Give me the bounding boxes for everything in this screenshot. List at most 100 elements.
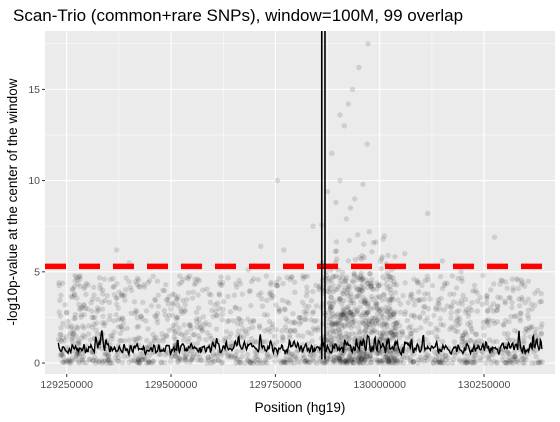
scatter-point [389,334,396,340]
scatter-point [498,277,504,283]
scatter-point [351,271,357,278]
scatter-point [165,301,172,307]
scatter-point [532,290,538,296]
scatter-point [416,314,423,320]
scatter-point [60,335,66,342]
scatter-point [367,353,374,359]
scatter-point [339,290,346,296]
scatter-point [287,357,293,363]
scatter-point [342,285,349,291]
scatter-point [421,296,427,303]
scatter-point [136,360,143,366]
scatter-point [486,322,492,328]
scatter-point [356,274,363,281]
scatter-point [484,308,491,315]
scatter-point [485,318,491,325]
scatter-point [157,351,164,358]
scatter-point [385,360,392,366]
scatter-point [246,358,253,365]
scatter-point [364,353,371,360]
scatter-point [78,314,84,320]
scatter-point [342,278,349,285]
scatter-point [329,359,335,365]
scatter-point [223,328,230,335]
scatter-point [273,279,279,286]
scatter-point [83,280,89,287]
scatter-point [465,353,471,359]
scatter-point [378,349,384,355]
scatter-point [424,273,430,280]
scatter-point [441,282,448,289]
scatter-point [69,334,75,341]
scatter-point [333,319,339,326]
scatter-point [254,360,261,366]
scatter-point [512,349,518,355]
scatter-point [385,273,391,279]
scatter-point [316,284,322,290]
scatter-point [187,359,193,365]
scatter-point [118,324,125,330]
scatter-point [105,353,112,359]
scatter-point [76,301,82,308]
scatter-point [387,286,394,293]
scatter-point [352,256,359,263]
scatter-point [364,309,370,316]
scatter-point [368,359,375,366]
scatter-point [324,352,331,358]
scatter-point [136,283,142,290]
scatter-point [316,355,323,362]
scatter-point [388,296,394,302]
scatter-point [364,284,371,291]
scatter-point [146,277,153,284]
scatter-point [515,277,521,283]
scatter-point [214,300,221,306]
scatter-point [149,350,156,356]
scatter-point [135,357,142,363]
scatter-point [313,303,320,309]
scatter-point [296,315,303,321]
scatter-point [366,228,372,235]
scatter-point [77,283,84,290]
scatter-point [72,315,78,321]
scatter-point [203,336,209,343]
scatter-point [245,358,251,364]
scatter-point [314,360,320,366]
scatter-point [362,300,368,307]
scatter-point [369,285,375,292]
scatter-point [381,325,387,331]
scatter-point [356,320,362,326]
scatter-point [92,360,99,366]
scatter-point [357,290,363,296]
scatter-point [375,350,382,356]
scatter-point [120,316,126,322]
scatter-point [114,351,120,358]
scatter-point [413,327,419,334]
scatter-point [484,293,490,300]
scatter-point [242,328,248,335]
scatter-point [392,320,398,326]
scatter-point [338,353,345,359]
scatter-point [193,309,200,316]
scatter-point [250,318,257,324]
scatter-point [355,355,361,362]
scatter-point [198,324,204,330]
scatter-point [213,308,219,314]
scatter-point [357,335,363,342]
scatter-point [416,338,422,344]
scatter-point [80,302,87,309]
scatter-point [69,357,75,364]
scatter-point [330,357,337,363]
scatter-point [376,308,382,314]
scatter-point [529,306,535,312]
scatter-point [375,282,381,289]
scatter-point [89,314,95,321]
scatter-point [361,329,368,335]
scatter-point [475,337,482,344]
scatter-point [504,349,511,356]
scatter-point [327,356,334,362]
scatter-point [72,311,78,318]
scatter-point [327,353,334,359]
scatter-point [365,300,371,307]
scatter-point [161,287,168,294]
scatter-point [218,352,225,359]
